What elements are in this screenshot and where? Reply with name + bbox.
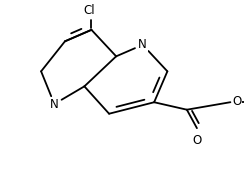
Text: O: O (192, 134, 202, 147)
Text: N: N (138, 38, 147, 51)
Text: O: O (232, 95, 241, 108)
Text: N: N (50, 98, 59, 111)
Text: Cl: Cl (84, 4, 96, 17)
